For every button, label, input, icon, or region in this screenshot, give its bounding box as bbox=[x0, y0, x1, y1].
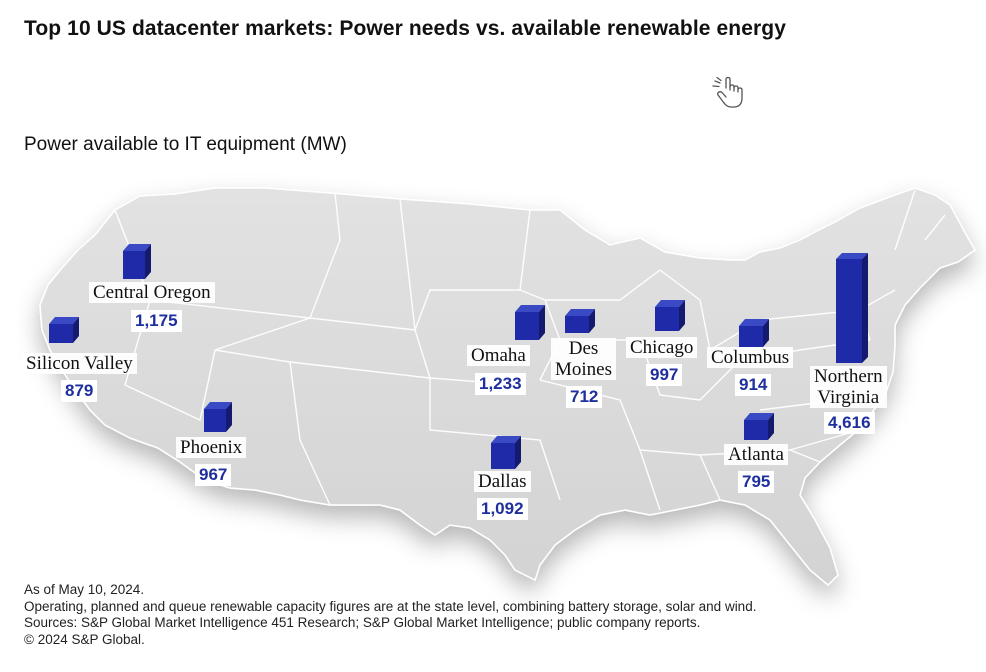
footer-sources: Sources: S&P Global Market Intelligence … bbox=[24, 615, 701, 630]
label-des-moines: Des Moines bbox=[551, 338, 616, 380]
label-northern-virginia-line1: Northern bbox=[814, 366, 883, 387]
label-columbus: Columbus bbox=[707, 347, 794, 368]
footer-notes: As of May 10, 2024. Operating, planned a… bbox=[24, 582, 756, 648]
value-phoenix: 967 bbox=[195, 464, 232, 486]
marker-silicon-valley[interactable] bbox=[47, 317, 79, 343]
value-omaha: 1,233 bbox=[475, 373, 526, 395]
label-atlanta: Atlanta bbox=[724, 444, 788, 465]
label-chicago: Chicago bbox=[626, 337, 698, 358]
marker-atlanta[interactable] bbox=[742, 413, 774, 440]
marker-columbus[interactable] bbox=[737, 319, 769, 347]
label-phoenix: Phoenix bbox=[176, 437, 247, 458]
label-des-moines-line1: Des bbox=[568, 338, 599, 359]
label-northern-virginia-line2: Virginia bbox=[817, 387, 880, 408]
value-chicago: 997 bbox=[646, 364, 683, 386]
label-dallas: Dallas bbox=[474, 471, 531, 492]
pointer-hand-icon[interactable] bbox=[712, 76, 750, 110]
value-columbus: 914 bbox=[735, 374, 772, 396]
marker-des-moines[interactable] bbox=[563, 309, 595, 333]
marker-phoenix[interactable] bbox=[202, 402, 232, 432]
marker-central-oregon[interactable] bbox=[121, 244, 151, 279]
value-central-oregon: 1,175 bbox=[131, 310, 182, 332]
chart-title: Top 10 US datacenter markets: Power need… bbox=[24, 17, 786, 40]
marker-dallas[interactable] bbox=[489, 436, 521, 469]
value-des-moines: 712 bbox=[566, 386, 603, 408]
label-des-moines-line2: Moines bbox=[555, 359, 612, 380]
footer-date: As of May 10, 2024. bbox=[24, 582, 145, 597]
footer-note: Operating, planned and queue renewable c… bbox=[24, 598, 757, 614]
marker-chicago[interactable] bbox=[653, 300, 685, 331]
label-silicon-valley: Silicon Valley bbox=[22, 353, 137, 374]
value-atlanta: 795 bbox=[738, 471, 775, 493]
label-omaha: Omaha bbox=[467, 345, 530, 366]
value-northern-virginia: 4,616 bbox=[824, 412, 875, 434]
value-dallas: 1,092 bbox=[477, 498, 528, 520]
value-silicon-valley: 879 bbox=[61, 380, 98, 402]
chart-subtitle: Power available to IT equipment (MW) bbox=[24, 134, 347, 155]
footer-copyright: © 2024 S&P Global. bbox=[24, 631, 145, 647]
marker-omaha[interactable] bbox=[513, 305, 545, 340]
label-central-oregon: Central Oregon bbox=[89, 282, 215, 303]
marker-northern-virginia[interactable] bbox=[836, 253, 868, 363]
label-northern-virginia: Northern Virginia bbox=[810, 366, 887, 408]
